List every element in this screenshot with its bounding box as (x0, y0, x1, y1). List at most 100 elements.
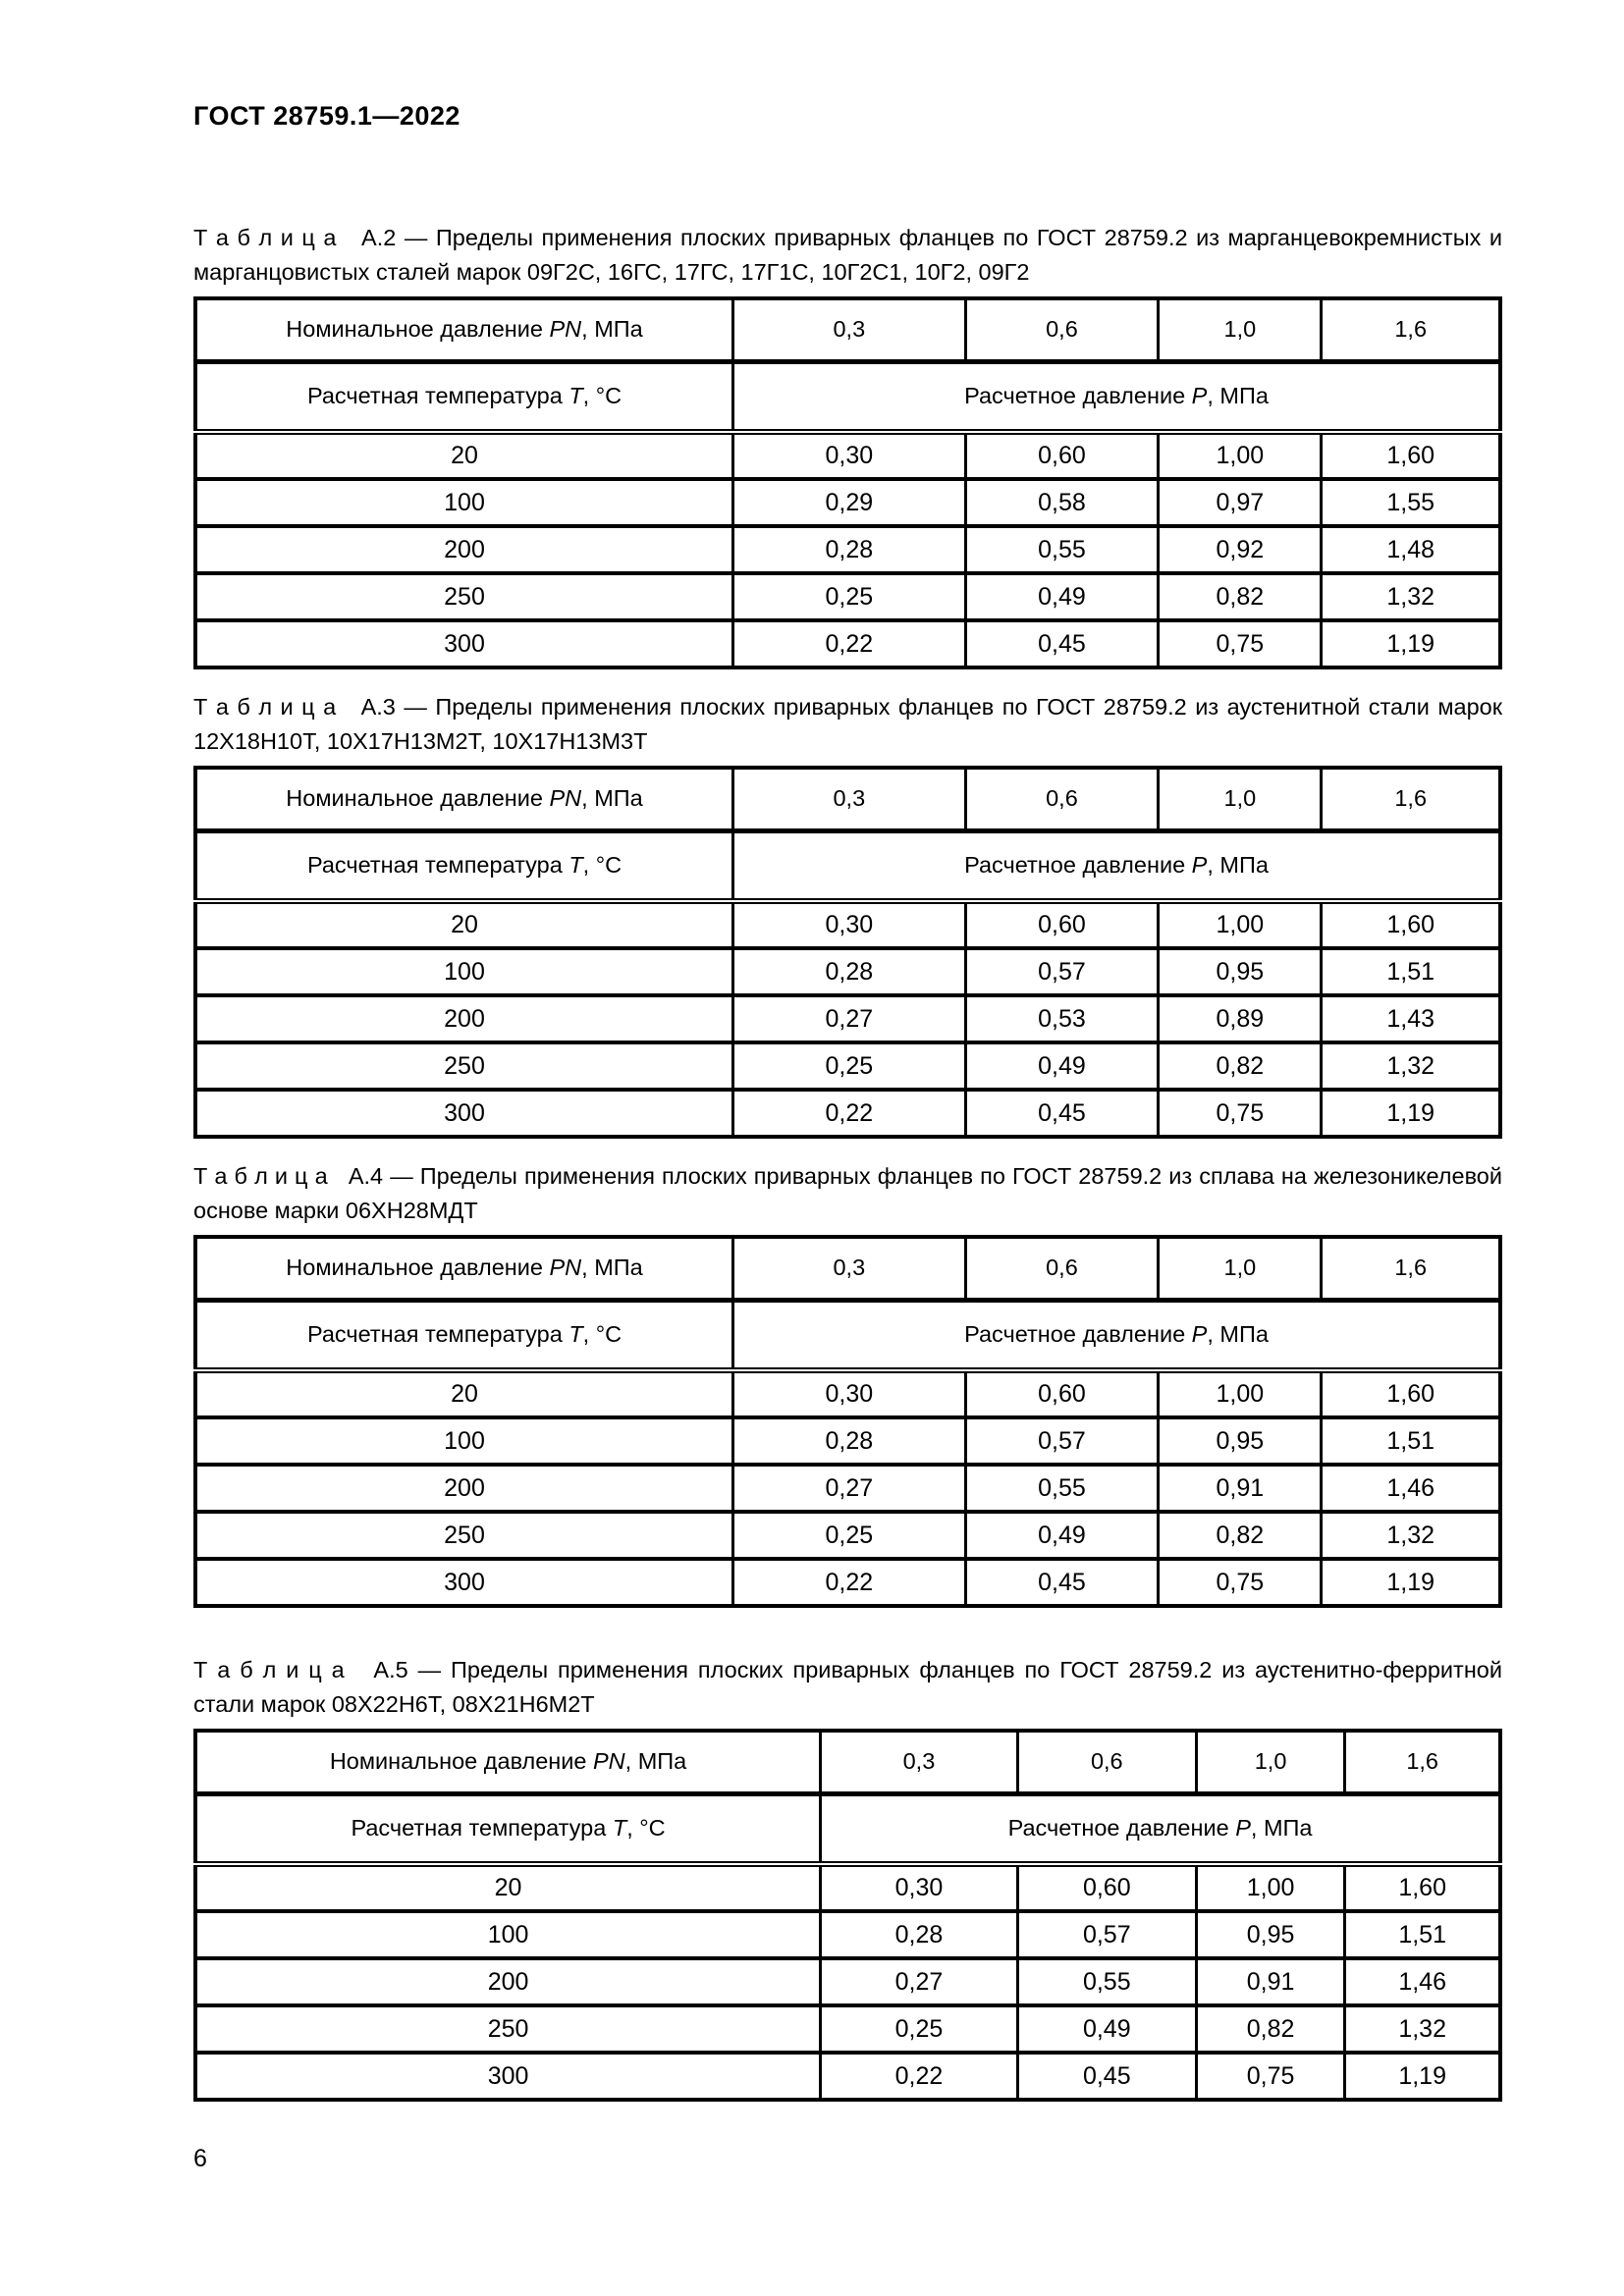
temperature-cell: 20 (193, 1862, 823, 1913)
doc-header: ГОСТ 28759.1—2022 (193, 101, 460, 131)
column-titles-row: Расчетная температура T, °С Расчетное да… (193, 359, 1502, 435)
pressure-value-cell: 0,75 (1157, 1088, 1324, 1139)
table-a2-body: 20 0,30 0,60 1,00 1,60 100 0,29 0,58 0,97 1,55 200… (193, 430, 1502, 669)
pn-value-cell: 1,6 (1320, 1235, 1502, 1303)
temperature-symbol: T (568, 852, 583, 879)
pressure-value-cell: 1,46 (1320, 1463, 1502, 1514)
temperature-symbol: T (568, 383, 583, 409)
pn-value-cell: 1,0 (1157, 766, 1324, 833)
pressure-value-cell: 0,28 (819, 1909, 1019, 1960)
nominal-pressure-header-cell: Номинальное давление PN, МПа (193, 1729, 823, 1796)
pressure-value-cell: 0,55 (963, 1463, 1161, 1514)
table-a3-caption: Т а б л и ц а А.3 — Пределы применения п… (193, 690, 1502, 759)
nominal-pressure-symbol: PN (549, 1255, 582, 1281)
nominal-pressure-header-cell: Номинальное давление PN, МПа (193, 1235, 735, 1303)
pressure-value-cell: 1,32 (1343, 2003, 1502, 2055)
table-row: 20 0,30 0,60 1,00 1,60 (193, 899, 1502, 950)
temperature-cell: 200 (193, 1956, 823, 2007)
design-pressure-header-cell: Расчетное давление P, МПа (731, 359, 1502, 435)
pressure-limits-table-a3: Номинальное давление PN, МПа 0,3 0,6 1,0… (193, 766, 1502, 1139)
table-row: 100 0,28 0,57 0,95 1,51 (193, 946, 1502, 997)
pressure-value-cell: 0,25 (731, 1510, 967, 1561)
pressure-value-cell: 0,95 (1157, 946, 1324, 997)
pn-value-cell: 1,6 (1343, 1729, 1502, 1796)
table-row: 200 0,27 0,53 0,89 1,43 (193, 993, 1502, 1044)
temperature-cell: 100 (193, 1909, 823, 1960)
pressure-value-cell: 0,27 (731, 993, 967, 1044)
temperature-unit: , °С (582, 383, 623, 409)
pressure-value-cell: 1,60 (1320, 1368, 1502, 1419)
pressure-value-cell: 1,00 (1157, 1368, 1324, 1419)
nominal-pressure-row: Номинальное давление PN, МПа 0,3 0,6 1,0… (193, 1729, 1502, 1796)
pressure-value-cell: 1,46 (1343, 1956, 1502, 2007)
temperature-cell: 200 (193, 993, 735, 1044)
temperature-header-cell: Расчетная температура T, °С (193, 359, 735, 435)
pressure-value-cell: 0,55 (963, 524, 1161, 575)
temperature-label: Расчетная температура (351, 1815, 613, 1842)
pressure-value-cell: 0,45 (963, 1557, 1161, 1608)
pressure-value-cell: 1,51 (1320, 1415, 1502, 1467)
design-pressure-unit: , МПа (1250, 1815, 1313, 1842)
pressure-value-cell: 1,32 (1320, 571, 1502, 622)
temperature-cell: 250 (193, 1041, 735, 1092)
pressure-value-cell: 1,48 (1320, 524, 1502, 575)
nominal-pressure-unit: , МПа (581, 1255, 643, 1281)
table-row: 200 0,28 0,55 0,92 1,48 (193, 524, 1502, 575)
table-a4-body: 20 0,30 0,60 1,00 1,60 100 0,28 0,57 0,95 1,51 200… (193, 1368, 1502, 1608)
pressure-value-cell: 0,28 (731, 946, 967, 997)
pn-value-cell: 0,3 (731, 766, 967, 833)
table-a4-caption: Т а б л и ц а А.4 — Пределы применения п… (193, 1159, 1502, 1228)
temperature-cell: 300 (193, 1088, 735, 1139)
pn-value-cell: 1,0 (1157, 296, 1324, 364)
pressure-value-cell: 1,19 (1343, 2051, 1502, 2102)
pn-value-cell: 0,6 (963, 766, 1161, 833)
nominal-pressure-row: Номинальное давление PN, МПа 0,3 0,6 1,0… (193, 296, 1502, 364)
pressure-value-cell: 1,32 (1320, 1041, 1502, 1092)
pressure-value-cell: 0,57 (963, 946, 1161, 997)
pressure-value-cell: 1,19 (1320, 1088, 1502, 1139)
table-row: 250 0,25 0,49 0,82 1,32 (193, 2003, 1502, 2055)
caption-label: Т а б л и ц а А.5 (193, 1657, 408, 1682)
caption-text: — Пределы применения плоских приварных ф… (193, 1657, 1502, 1717)
pressure-value-cell: 0,28 (731, 524, 967, 575)
pressure-value-cell: 0,28 (731, 1415, 967, 1467)
table-row: 200 0,27 0,55 0,91 1,46 (193, 1956, 1502, 2007)
pn-value-cell: 0,6 (963, 296, 1161, 364)
table-row: 300 0,22 0,45 0,75 1,19 (193, 1088, 1502, 1139)
page-number: 6 (193, 2145, 207, 2172)
caption-label: Т а б л и ц а А.3 (193, 694, 396, 720)
temperature-header-cell: Расчетная температура T, °С (193, 828, 735, 904)
table-row: 250 0,25 0,49 0,82 1,32 (193, 571, 1502, 622)
pressure-value-cell: 0,82 (1157, 1510, 1324, 1561)
pressure-value-cell: 1,19 (1320, 618, 1502, 669)
design-pressure-symbol: P (1191, 852, 1208, 879)
design-pressure-header-cell: Расчетное давление P, МПа (819, 1791, 1502, 1867)
pn-value-cell: 0,6 (963, 1235, 1161, 1303)
caption-text: — Пределы применения плоских приварных ф… (193, 694, 1502, 754)
pn-value-cell: 0,6 (1015, 1729, 1198, 1796)
pressure-value-cell: 0,60 (963, 430, 1161, 481)
pressure-value-cell: 0,25 (819, 2003, 1019, 2055)
pressure-value-cell: 0,95 (1194, 1909, 1347, 1960)
table-a2-section: Т а б л и ц а А.2 — Пределы применения п… (193, 221, 1502, 669)
table-row: 200 0,27 0,55 0,91 1,46 (193, 1463, 1502, 1514)
design-pressure-label: Расчетное давление (964, 1321, 1192, 1348)
column-titles-row: Расчетная температура T, °С Расчетное да… (193, 1298, 1502, 1373)
design-pressure-label: Расчетное давление (1007, 1815, 1236, 1842)
table-a5-caption: Т а б л и ц а А.5 — Пределы применения п… (193, 1653, 1502, 1722)
pressure-value-cell: 0,97 (1157, 477, 1324, 528)
temperature-cell: 300 (193, 2051, 823, 2102)
temperature-cell: 20 (193, 899, 735, 950)
pressure-value-cell: 0,49 (963, 571, 1161, 622)
caption-text: — Пределы применения плоских приварных ф… (193, 225, 1502, 285)
temperature-header-cell: Расчетная температура T, °С (193, 1298, 735, 1373)
design-pressure-header-cell: Расчетное давление P, МПа (731, 828, 1502, 904)
pressure-value-cell: 0,22 (731, 1557, 967, 1608)
temperature-cell: 250 (193, 2003, 823, 2055)
table-a4-section: Т а б л и ц а А.4 — Пределы применения п… (193, 1159, 1502, 1608)
nominal-pressure-row: Номинальное давление PN, МПа 0,3 0,6 1,0… (193, 766, 1502, 833)
nominal-pressure-header-cell: Номинальное давление PN, МПа (193, 766, 735, 833)
table-row: 300 0,22 0,45 0,75 1,19 (193, 1557, 1502, 1608)
temperature-cell: 250 (193, 571, 735, 622)
pressure-value-cell: 0,95 (1157, 1415, 1324, 1467)
